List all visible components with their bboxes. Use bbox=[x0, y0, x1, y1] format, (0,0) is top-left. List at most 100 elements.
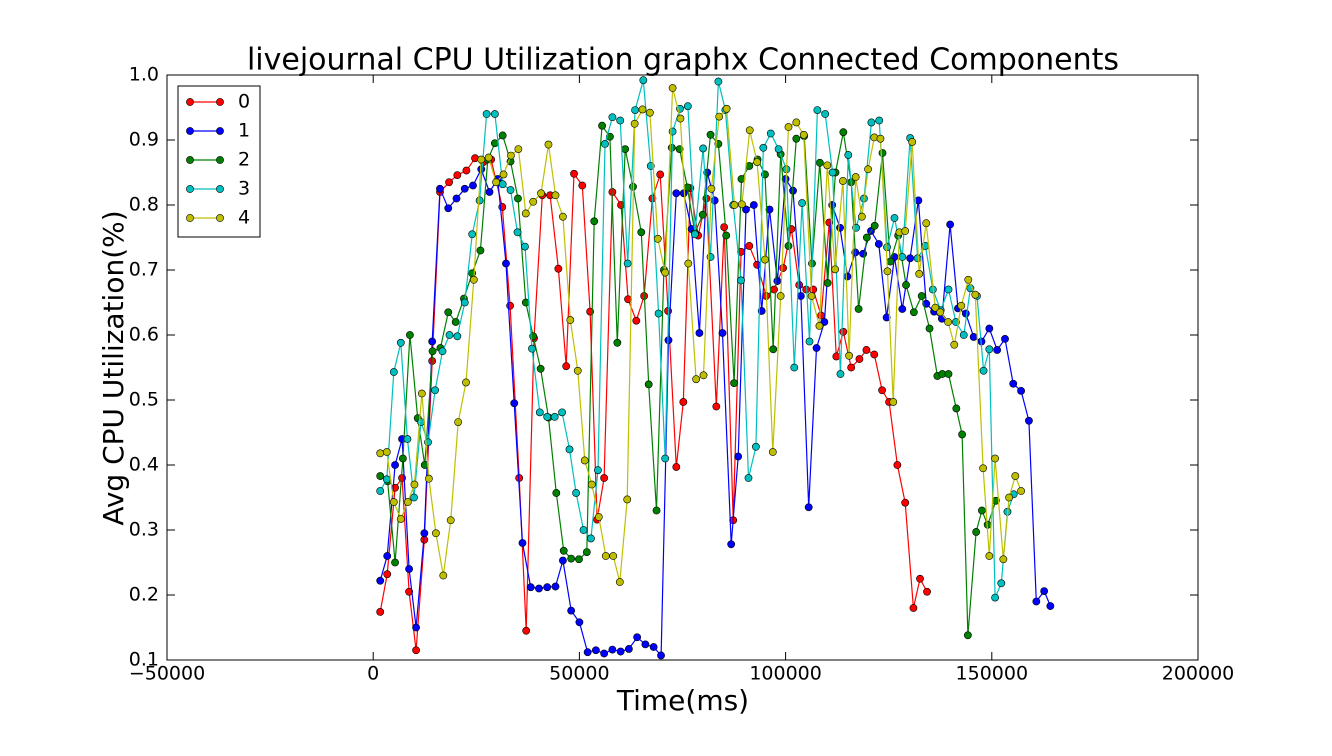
data-point bbox=[376, 472, 385, 480]
data-point bbox=[558, 408, 566, 417]
data-point bbox=[898, 305, 907, 313]
data-point bbox=[870, 350, 879, 359]
data-point bbox=[389, 368, 398, 376]
data-point bbox=[601, 139, 609, 148]
data-point bbox=[469, 275, 478, 284]
data-point bbox=[506, 301, 515, 310]
data-point bbox=[882, 313, 891, 322]
data-point bbox=[699, 371, 708, 380]
x-tick-label: −50000 bbox=[129, 663, 205, 685]
legend-swatch-marker bbox=[216, 127, 224, 135]
data-point bbox=[521, 242, 529, 251]
data-point bbox=[462, 166, 471, 175]
data-point bbox=[601, 552, 610, 560]
data-point bbox=[862, 346, 871, 354]
y-tick-label: 0.4 bbox=[129, 454, 159, 476]
data-point bbox=[744, 474, 753, 482]
data-point bbox=[668, 84, 677, 92]
data-point bbox=[431, 386, 439, 395]
data-point bbox=[498, 180, 507, 189]
y-tick-label: 1.0 bbox=[129, 64, 159, 86]
plot-frame bbox=[166, 74, 1199, 661]
x-tick-label: 150000 bbox=[956, 663, 1029, 685]
data-point bbox=[1009, 379, 1018, 388]
data-point bbox=[985, 345, 994, 354]
data-point bbox=[902, 281, 910, 289]
data-point bbox=[864, 165, 872, 174]
data-point bbox=[536, 364, 545, 373]
data-point bbox=[698, 210, 707, 219]
data-point bbox=[606, 132, 614, 141]
data-point bbox=[1001, 334, 1009, 343]
x-tick-label: 200000 bbox=[1162, 663, 1235, 685]
legend-swatch-marker bbox=[186, 214, 194, 222]
data-point bbox=[638, 105, 647, 114]
data-point bbox=[1005, 493, 1014, 502]
data-point bbox=[653, 234, 662, 243]
data-point bbox=[591, 646, 600, 655]
data-point bbox=[475, 196, 484, 205]
data-point bbox=[633, 633, 642, 642]
data-point bbox=[815, 158, 824, 167]
data-point bbox=[476, 246, 485, 255]
data-point bbox=[431, 529, 440, 538]
data-point bbox=[971, 290, 980, 299]
data-point bbox=[567, 606, 576, 615]
data-point bbox=[544, 140, 553, 149]
data-point bbox=[460, 298, 469, 307]
data-point bbox=[518, 539, 527, 547]
data-point bbox=[578, 181, 587, 190]
data-point bbox=[406, 331, 414, 339]
data-point bbox=[396, 515, 405, 523]
data-point bbox=[683, 102, 692, 111]
data-point bbox=[684, 259, 693, 268]
legend-label: 3 bbox=[238, 178, 250, 200]
data-point bbox=[792, 134, 801, 143]
data-point bbox=[391, 558, 399, 567]
data-point bbox=[526, 583, 535, 592]
data-point bbox=[424, 474, 433, 483]
data-point bbox=[854, 305, 863, 313]
y-tick-label: 0.3 bbox=[129, 519, 159, 541]
data-point bbox=[720, 223, 729, 231]
data-point bbox=[957, 301, 966, 310]
data-point bbox=[978, 506, 986, 515]
data-point bbox=[913, 254, 922, 263]
data-point bbox=[958, 430, 967, 439]
data-point bbox=[855, 355, 864, 363]
data-point bbox=[562, 362, 571, 371]
data-point bbox=[792, 118, 801, 127]
y-axis-label: Avg CPU Utilization(%) bbox=[97, 210, 130, 525]
data-point bbox=[695, 329, 704, 337]
data-point bbox=[730, 379, 738, 387]
data-point bbox=[499, 170, 508, 179]
data-point bbox=[985, 324, 994, 333]
data-point bbox=[420, 529, 429, 538]
data-point bbox=[594, 513, 603, 521]
data-point bbox=[559, 546, 568, 555]
data-point bbox=[672, 189, 681, 198]
x-tick-label: 50000 bbox=[549, 663, 609, 685]
data-point bbox=[621, 145, 630, 153]
data-point bbox=[514, 194, 522, 203]
data-point bbox=[959, 331, 968, 339]
legend-swatch-marker bbox=[216, 98, 224, 106]
data-point bbox=[843, 272, 852, 281]
data-point bbox=[376, 576, 385, 585]
data-point bbox=[769, 345, 778, 354]
data-point bbox=[734, 452, 743, 461]
data-point bbox=[1017, 487, 1025, 495]
data-point bbox=[874, 240, 883, 248]
data-point bbox=[730, 201, 739, 209]
data-point bbox=[836, 223, 844, 232]
data-point bbox=[931, 303, 940, 312]
data-point bbox=[812, 344, 821, 352]
data-point bbox=[396, 338, 405, 347]
data-point bbox=[552, 489, 561, 497]
data-point bbox=[773, 277, 782, 285]
data-point bbox=[451, 318, 460, 326]
data-point bbox=[583, 648, 592, 657]
data-point bbox=[376, 608, 385, 616]
data-point bbox=[898, 253, 907, 261]
data-point bbox=[745, 242, 754, 250]
